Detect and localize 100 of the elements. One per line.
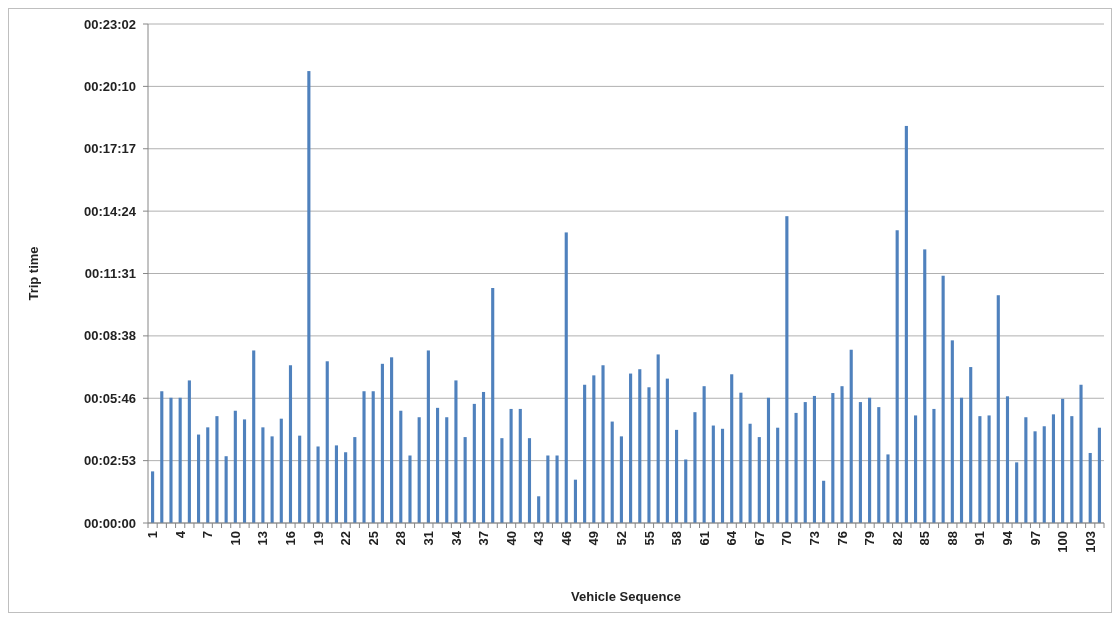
bar [711, 425, 715, 523]
bar [1079, 384, 1083, 523]
bar [886, 454, 890, 523]
bar [1005, 396, 1010, 523]
bar [978, 416, 982, 523]
bar [730, 374, 734, 523]
bar [472, 403, 476, 523]
bar [390, 357, 394, 523]
bar [950, 340, 954, 523]
bar [592, 375, 596, 523]
bar [463, 437, 467, 523]
x-tick-label: 25 [365, 531, 381, 546]
bar [242, 419, 247, 523]
x-tick-label: 40 [503, 531, 519, 546]
x-tick-label: 55 [641, 531, 657, 546]
x-tick-label: 100 [1055, 531, 1071, 553]
bar [665, 378, 669, 523]
x-tick-label: 19 [310, 531, 326, 546]
bar [702, 386, 706, 523]
bar [481, 391, 486, 523]
bar [610, 421, 614, 523]
bar [766, 397, 771, 523]
bar [573, 479, 578, 523]
bar [757, 437, 761, 523]
x-tick-label: 28 [393, 531, 409, 546]
bar [941, 275, 945, 523]
bar [224, 456, 228, 523]
bar [822, 480, 826, 523]
bar [546, 455, 550, 523]
x-tick-label: 46 [558, 531, 574, 546]
x-tick-label: 13 [255, 531, 271, 546]
bar [169, 397, 173, 523]
bar [1033, 431, 1037, 523]
bar [344, 452, 348, 523]
bar [693, 412, 697, 523]
bar [206, 427, 210, 523]
bar [288, 365, 293, 523]
bar [233, 410, 237, 523]
x-tick-label: 52 [613, 531, 629, 546]
bar [454, 380, 458, 523]
bar [298, 435, 302, 523]
bar [307, 71, 311, 523]
bar [436, 407, 440, 523]
bar [197, 434, 201, 523]
x-tick-label: 94 [1000, 530, 1016, 546]
bar [877, 407, 881, 523]
bar [868, 397, 872, 523]
bar [776, 427, 780, 523]
bar [160, 391, 164, 523]
y-tick-label: 00:00:00 [83, 515, 136, 531]
bar [601, 365, 605, 523]
x-tick-label: 70 [779, 531, 795, 546]
y-tick-label: 00:17:17 [83, 141, 136, 157]
bar [996, 295, 1000, 523]
bar [500, 438, 504, 523]
bar [215, 416, 219, 523]
bar [969, 367, 973, 523]
bar [353, 437, 357, 523]
bar [1042, 426, 1046, 523]
bar [831, 393, 835, 523]
x-tick-label: 1 [145, 531, 161, 539]
x-tick-label: 97 [1027, 531, 1043, 546]
bar [1015, 462, 1019, 523]
y-tick-label: 00:11:31 [84, 266, 136, 282]
bar [684, 459, 688, 523]
bar [1088, 452, 1092, 523]
bar [785, 216, 789, 523]
bar [151, 471, 155, 523]
bar [1070, 416, 1074, 523]
bar [914, 415, 918, 523]
x-tick-label: 88 [944, 531, 960, 546]
bar [1097, 427, 1101, 523]
bar [959, 397, 964, 523]
bar [583, 384, 587, 523]
x-tick-label: 37 [476, 531, 492, 546]
bar [187, 380, 191, 523]
bar [858, 402, 862, 523]
bar [904, 125, 908, 523]
x-tick-label: 91 [972, 531, 988, 546]
x-tick-label: 16 [283, 531, 299, 546]
bar [261, 427, 265, 523]
bar [417, 417, 421, 523]
y-tick-label: 00:02:53 [83, 453, 136, 469]
bar [647, 387, 651, 523]
bar [739, 392, 743, 523]
bar [408, 455, 412, 523]
bar [252, 350, 256, 523]
bar [334, 445, 339, 523]
bar [629, 373, 633, 523]
bar [656, 354, 660, 523]
x-tick-label: 4 [172, 530, 188, 539]
x-tick-label: 67 [751, 531, 767, 546]
bar [812, 395, 817, 523]
bar [178, 397, 182, 523]
bar [840, 386, 844, 523]
bar [619, 436, 623, 523]
x-axis-title: Vehicle Sequence [571, 589, 681, 604]
bar [1024, 417, 1028, 523]
y-tick-label: 00:23:02 [83, 16, 136, 32]
x-tick-label: 73 [806, 531, 822, 546]
